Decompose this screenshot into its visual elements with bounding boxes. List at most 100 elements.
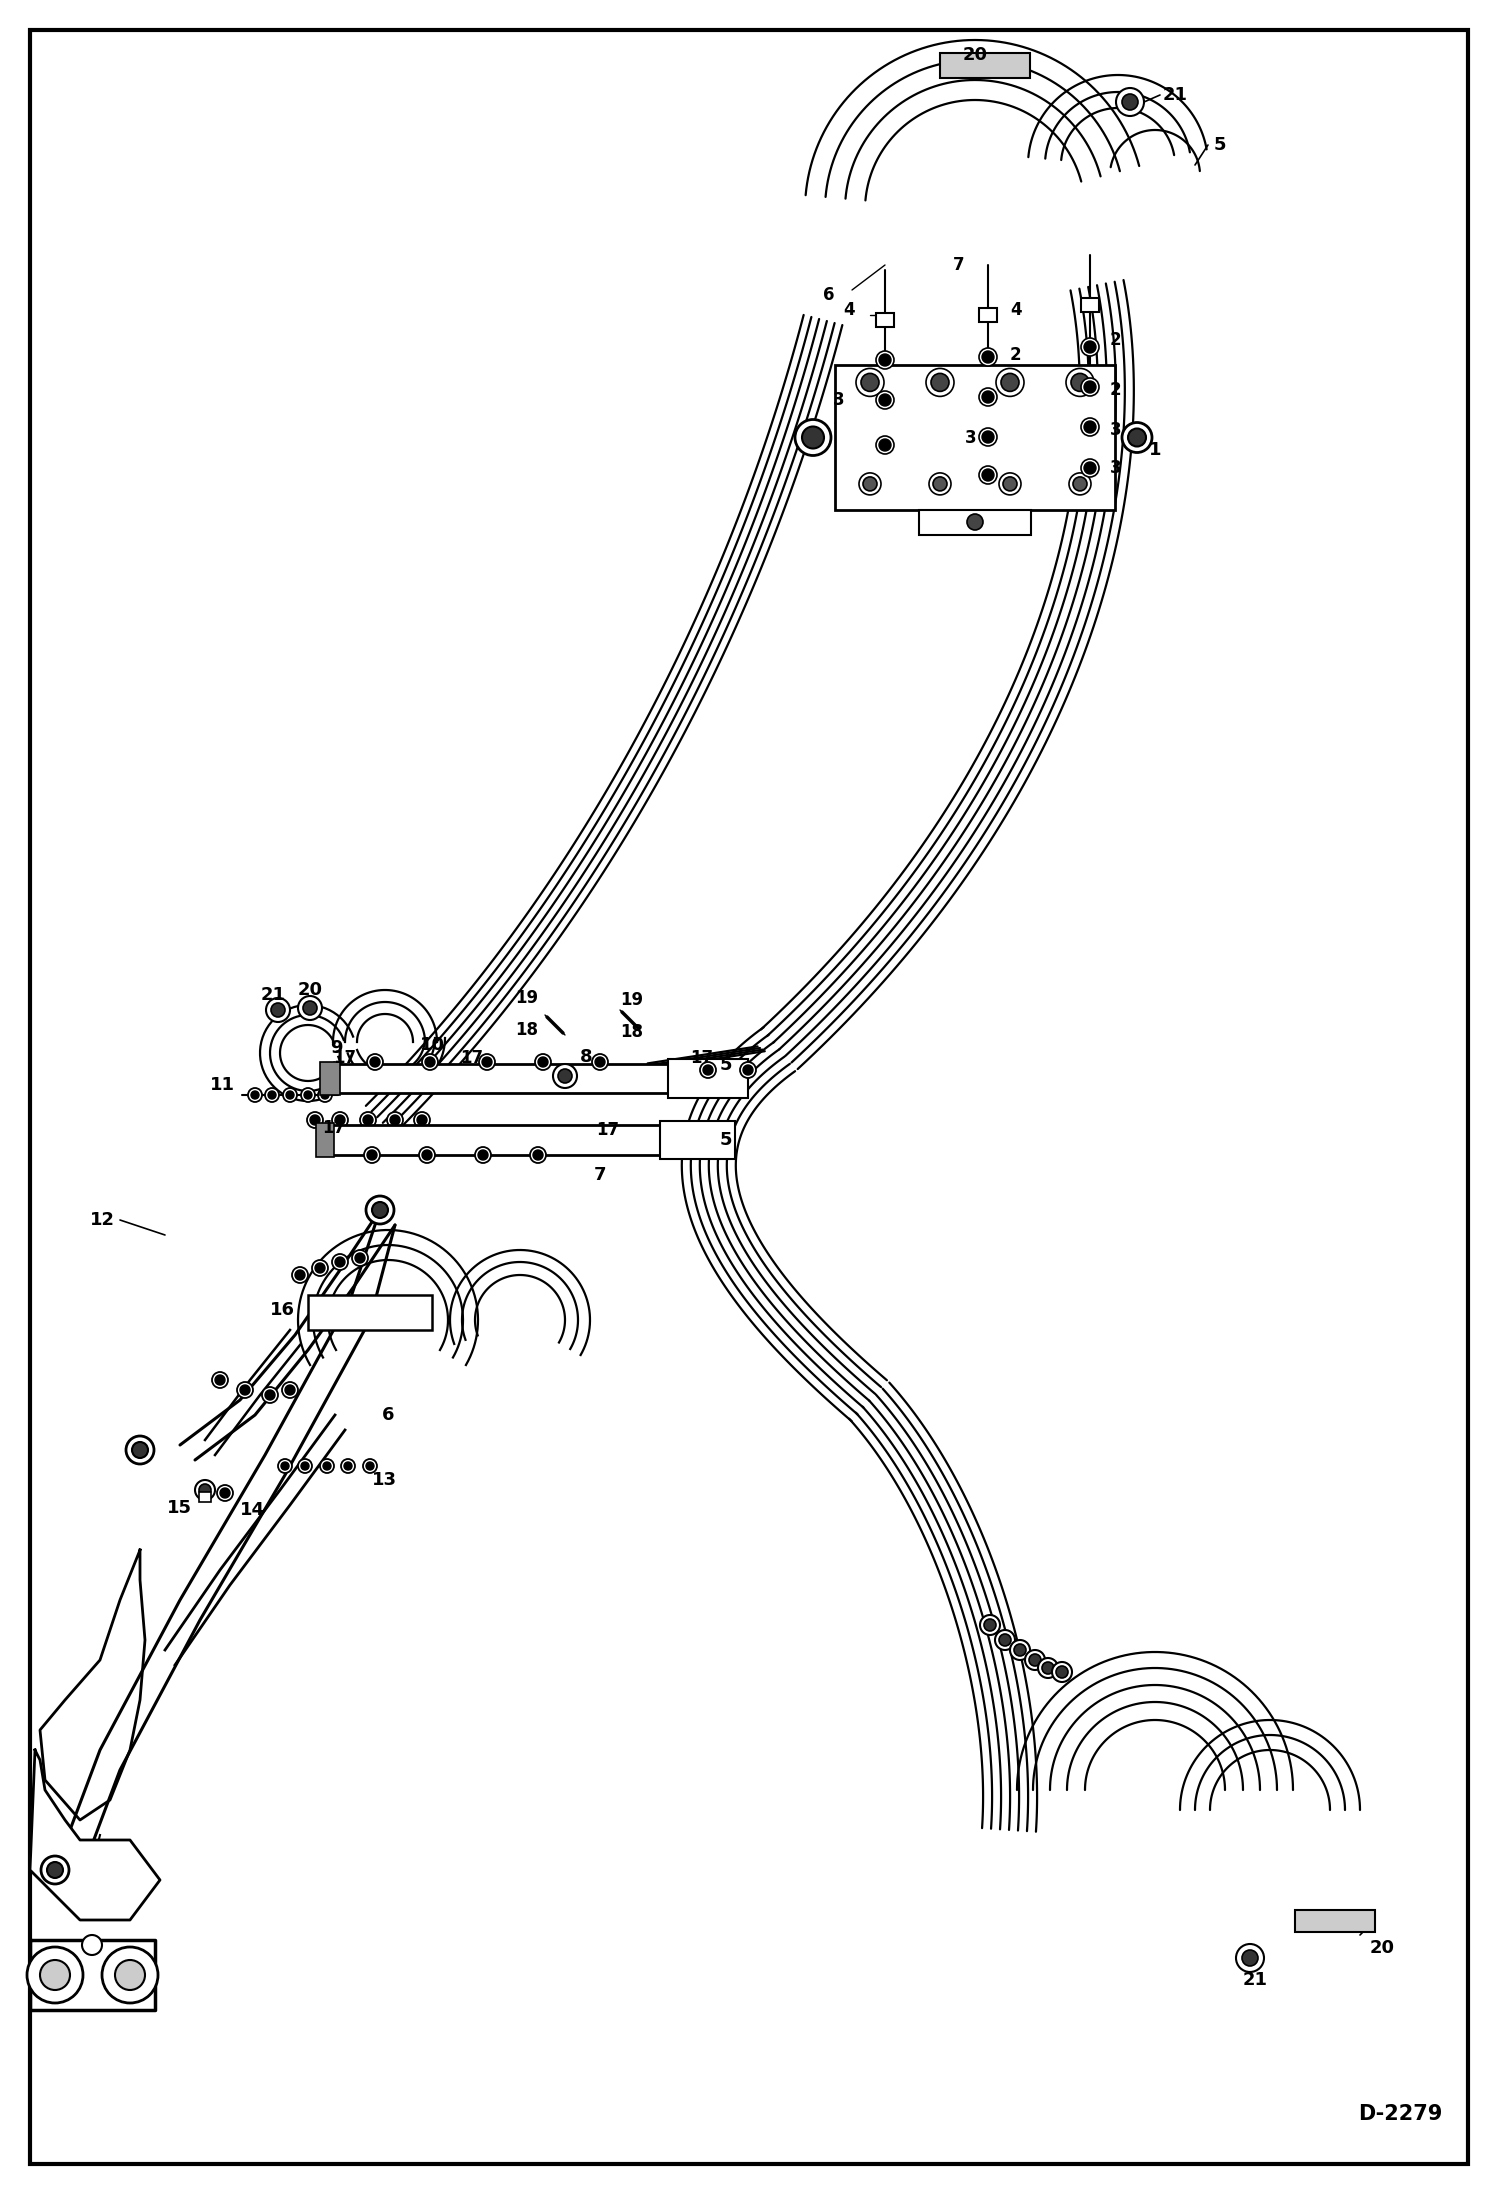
Text: 6: 6 — [382, 1406, 394, 1424]
Circle shape — [535, 1053, 551, 1071]
Text: 3: 3 — [833, 391, 845, 408]
Circle shape — [1043, 1663, 1055, 1674]
Circle shape — [538, 1058, 548, 1066]
Circle shape — [863, 476, 876, 491]
Circle shape — [740, 1062, 756, 1077]
Text: 14: 14 — [240, 1501, 265, 1518]
Circle shape — [557, 1068, 572, 1084]
Bar — [834, 364, 1115, 509]
Circle shape — [267, 998, 291, 1022]
Circle shape — [479, 1053, 494, 1071]
Circle shape — [983, 430, 995, 443]
Circle shape — [321, 1090, 330, 1099]
Circle shape — [213, 1371, 228, 1389]
Text: 13: 13 — [372, 1470, 397, 1490]
Circle shape — [983, 391, 995, 404]
Bar — [876, 314, 894, 327]
Circle shape — [271, 1003, 285, 1018]
Circle shape — [1073, 476, 1088, 491]
Text: 2: 2 — [1110, 331, 1122, 349]
Circle shape — [199, 1483, 211, 1496]
Bar — [918, 509, 1031, 535]
Text: 10: 10 — [419, 1036, 445, 1053]
Circle shape — [310, 1115, 321, 1126]
Circle shape — [360, 1112, 376, 1128]
Circle shape — [876, 437, 894, 454]
Circle shape — [592, 1053, 608, 1071]
Circle shape — [1070, 474, 1091, 496]
Circle shape — [262, 1387, 279, 1402]
Circle shape — [930, 373, 950, 391]
Circle shape — [1004, 476, 1017, 491]
Circle shape — [1004, 476, 1017, 491]
Text: 15: 15 — [166, 1499, 192, 1516]
Circle shape — [1085, 463, 1097, 474]
Circle shape — [82, 1935, 102, 1955]
Text: 19: 19 — [515, 989, 539, 1007]
Circle shape — [879, 439, 891, 452]
Text: 16: 16 — [270, 1301, 295, 1319]
Circle shape — [1085, 463, 1097, 474]
Circle shape — [363, 1115, 373, 1126]
Circle shape — [1082, 338, 1100, 355]
Circle shape — [1056, 1665, 1068, 1678]
Circle shape — [1052, 1663, 1073, 1683]
Circle shape — [389, 1115, 400, 1126]
Text: D-2279: D-2279 — [1357, 2104, 1443, 2124]
Circle shape — [1067, 369, 1094, 397]
Circle shape — [265, 1088, 279, 1101]
Bar — [309, 1294, 431, 1330]
Circle shape — [995, 1630, 1016, 1650]
Circle shape — [240, 1384, 250, 1395]
Circle shape — [801, 426, 824, 448]
Circle shape — [482, 1058, 491, 1066]
Circle shape — [1038, 1659, 1058, 1678]
Circle shape — [1122, 94, 1138, 110]
Circle shape — [1085, 421, 1097, 432]
Circle shape — [983, 351, 995, 362]
Circle shape — [303, 1000, 318, 1016]
Circle shape — [283, 1088, 297, 1101]
Circle shape — [364, 1147, 380, 1163]
Circle shape — [132, 1441, 148, 1459]
Circle shape — [1116, 88, 1144, 116]
Circle shape — [324, 1461, 331, 1470]
Bar — [199, 1492, 211, 1503]
Circle shape — [366, 1196, 394, 1224]
Text: 17: 17 — [460, 1049, 484, 1066]
Circle shape — [386, 1112, 403, 1128]
Text: 21: 21 — [1242, 1970, 1267, 1990]
Bar — [668, 1060, 748, 1097]
Circle shape — [286, 1090, 294, 1099]
Circle shape — [298, 1459, 312, 1472]
Circle shape — [929, 474, 951, 496]
Circle shape — [366, 1461, 374, 1470]
Text: 6: 6 — [824, 285, 834, 305]
Circle shape — [416, 1115, 427, 1126]
Circle shape — [1029, 1654, 1041, 1665]
Circle shape — [879, 439, 891, 452]
Text: 3: 3 — [1110, 421, 1122, 439]
Bar — [318, 1126, 661, 1154]
Circle shape — [321, 1459, 334, 1472]
Circle shape — [1085, 340, 1097, 353]
Circle shape — [1085, 382, 1097, 393]
Circle shape — [475, 1147, 491, 1163]
Circle shape — [1085, 382, 1097, 393]
Polygon shape — [30, 1751, 160, 1920]
Circle shape — [980, 388, 998, 406]
Circle shape — [315, 1264, 325, 1273]
Circle shape — [795, 419, 831, 456]
Circle shape — [102, 1946, 157, 2003]
Circle shape — [307, 1112, 324, 1128]
Circle shape — [370, 1058, 380, 1066]
Circle shape — [1122, 423, 1152, 452]
Circle shape — [304, 1090, 312, 1099]
Text: 5: 5 — [1213, 136, 1227, 154]
Circle shape — [1010, 1639, 1031, 1661]
Circle shape — [999, 474, 1022, 496]
Circle shape — [968, 513, 983, 531]
Bar — [1294, 1911, 1375, 1933]
Circle shape — [595, 1058, 605, 1066]
Text: 7: 7 — [953, 257, 965, 274]
